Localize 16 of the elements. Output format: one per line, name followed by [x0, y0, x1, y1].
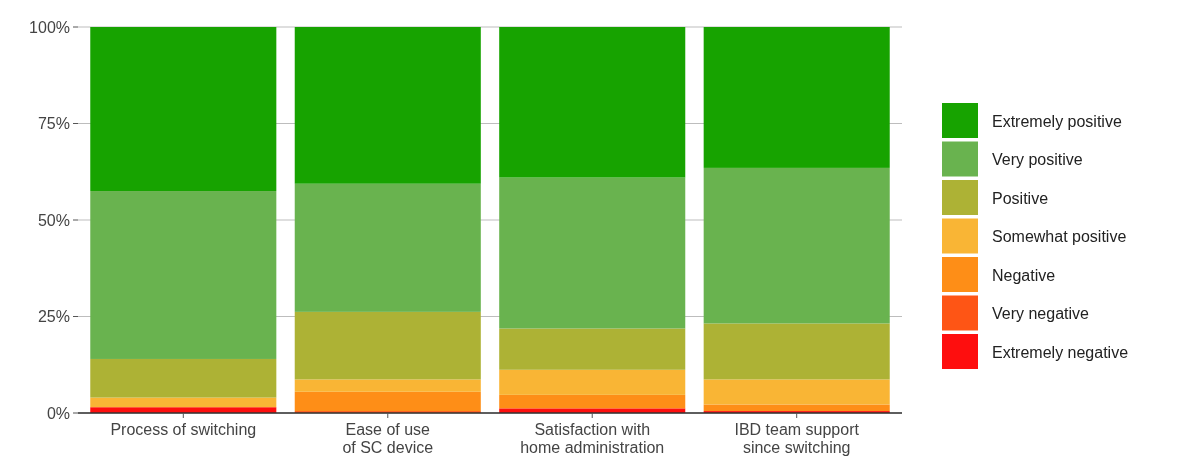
- legend-label: Extremely positive: [992, 112, 1122, 130]
- x-tick-label: Ease of use of SC device: [342, 421, 434, 456]
- legend-label: Extremely negative: [992, 343, 1129, 361]
- y-tick-label: 25%: [37, 308, 70, 326]
- x-tick-label: IBD team support since switching: [734, 421, 860, 456]
- legend-label: Positive: [992, 189, 1049, 207]
- x-tick-label: Process of switching: [110, 421, 257, 438]
- y-tick-label: 75%: [37, 115, 70, 133]
- legend-label: Very negative: [992, 305, 1090, 323]
- legend-label: Somewhat positive: [992, 228, 1127, 246]
- y-tick-label: 50%: [37, 211, 70, 229]
- y-tick-label: 0%: [46, 404, 70, 422]
- legend-label: Negative: [992, 266, 1056, 284]
- x-tick-label: Satisfaction with home administration: [520, 421, 665, 456]
- legend-label: Very positive: [992, 151, 1083, 169]
- y-tick-label: 100%: [29, 18, 70, 36]
